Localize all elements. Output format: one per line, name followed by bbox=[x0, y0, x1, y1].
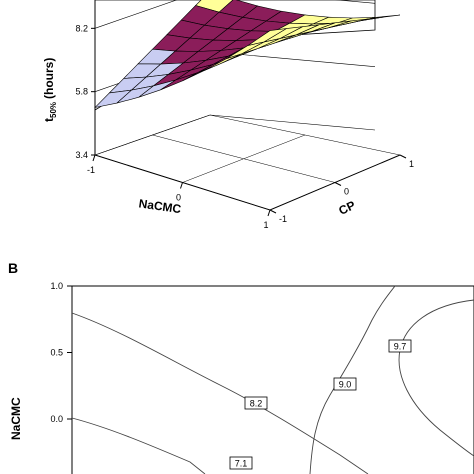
x-tick-mark bbox=[92, 154, 96, 162]
y-tick-mark bbox=[269, 209, 277, 214]
surface-plot-panel-a: 3.4 5.8 8.2 -1 0 1 -1 0 1 t50%(hours) NaCMC CP bbox=[42, 0, 414, 230]
x-tick-label: -1 bbox=[87, 165, 95, 175]
y-tick-mark bbox=[399, 154, 407, 159]
surface-cell bbox=[247, 28, 287, 46]
floor-gridline bbox=[209, 114, 401, 156]
wall-gridline bbox=[335, 0, 376, 4]
z-tick-label: 3.4 bbox=[75, 150, 88, 160]
contour-line bbox=[398, 299, 474, 457]
x-axis-label: NaCMC bbox=[138, 196, 183, 216]
contour-plot-frame bbox=[71, 285, 474, 474]
contour-level-box bbox=[229, 456, 253, 470]
y-tick-mark bbox=[334, 182, 342, 186]
contour-level-label: 8.2 bbox=[250, 399, 263, 409]
contour-line bbox=[71, 417, 206, 474]
y-axis-ticks: -1 0 1 bbox=[269, 154, 414, 224]
y-tick-label: 0 bbox=[344, 187, 349, 197]
z-tick-label: 8.2 bbox=[75, 23, 88, 33]
contour-y-axis-label: NaCMC bbox=[9, 397, 23, 440]
contour-y-tick-label: 1.0 bbox=[50, 281, 63, 291]
panel-b-label: B bbox=[8, 260, 18, 276]
z-axis-label: t50%(hours) bbox=[42, 58, 58, 122]
y-axis-label: CP bbox=[336, 198, 357, 218]
z-tick-label: 5.8 bbox=[75, 87, 88, 97]
contour-y-tick-label: 0.5 bbox=[50, 348, 63, 358]
wall-gridline bbox=[209, 114, 376, 131]
contour-level-label: 9.0 bbox=[339, 380, 352, 390]
y-tick-label: 1 bbox=[409, 159, 414, 169]
z-axis-ticks: 3.4 5.8 8.2 bbox=[75, 23, 95, 160]
x-tick-label: 0 bbox=[176, 193, 181, 203]
contour-plot-panel-b: B 1.0 0.5 0.0 NaCMC 7.1 8.2 9.0 9.7 bbox=[8, 260, 474, 474]
wall-gridline bbox=[94, 0, 178, 29]
contour-y-axis-ticks: 1.0 0.5 0.0 bbox=[50, 281, 72, 424]
y-tick-label: -1 bbox=[279, 214, 287, 224]
contour-line bbox=[71, 312, 369, 474]
contour-lines: 7.1 8.2 9.0 9.7 bbox=[71, 285, 474, 474]
contour-level-label: 9.7 bbox=[394, 342, 407, 352]
response-surface bbox=[94, 0, 401, 108]
contour-level-label: 7.1 bbox=[235, 459, 248, 469]
x-axis-ticks: -1 0 1 bbox=[87, 154, 271, 230]
contour-level-box bbox=[333, 377, 357, 391]
contour-line bbox=[309, 285, 396, 474]
contour-level-box bbox=[388, 339, 412, 353]
contour-level-box bbox=[244, 396, 268, 410]
x-tick-label: 1 bbox=[263, 220, 268, 230]
floor-gridline bbox=[182, 134, 306, 183]
contour-y-tick-label: 0.0 bbox=[50, 414, 63, 424]
x-tick-mark bbox=[180, 182, 183, 189]
x-tick-mark bbox=[267, 209, 271, 217]
